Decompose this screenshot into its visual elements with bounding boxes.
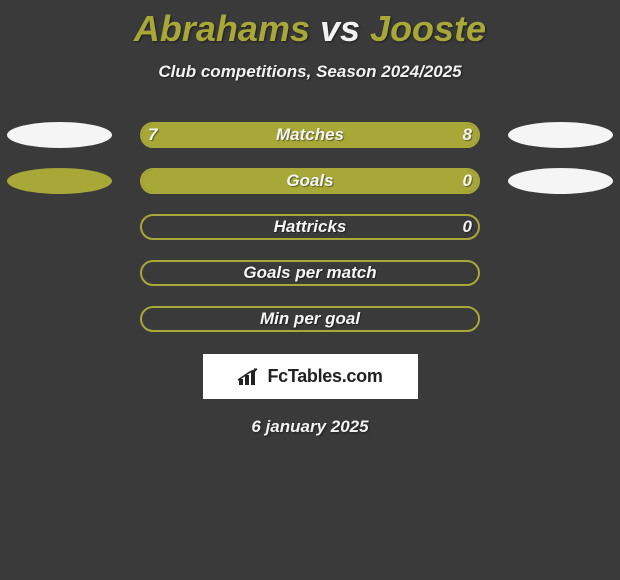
vs-label: vs — [320, 8, 360, 49]
date-label: 6 january 2025 — [0, 417, 620, 437]
player2-indicator — [508, 122, 613, 148]
player2-value: 0 — [463, 214, 472, 240]
logo-box: FcTables.com — [203, 354, 418, 399]
stat-bar — [140, 260, 480, 286]
bar-fill-right — [299, 124, 478, 146]
player2-indicator — [508, 168, 613, 194]
subtitle: Club competitions, Season 2024/2025 — [0, 62, 620, 82]
player1-indicator — [7, 122, 112, 148]
logo-text: FcTables.com — [267, 366, 382, 387]
stat-row: Goals0 — [0, 158, 620, 204]
bar-chart-icon — [237, 367, 263, 387]
player2-value: 0 — [463, 168, 472, 194]
stat-bar — [140, 214, 480, 240]
page-title: Abrahams vs Jooste — [0, 8, 620, 50]
bar-fill-left — [142, 124, 299, 146]
logo: FcTables.com — [237, 366, 382, 387]
stat-row: Goals per match — [0, 250, 620, 296]
bar-fill-left — [142, 170, 478, 192]
stat-row: Min per goal — [0, 296, 620, 342]
player2-value: 8 — [463, 122, 472, 148]
stat-bar — [140, 168, 480, 194]
stat-row: Matches78 — [0, 112, 620, 158]
stats-rows: Matches78Goals0Hattricks0Goals per match… — [0, 112, 620, 342]
stat-bar — [140, 122, 480, 148]
player1-name: Abrahams — [134, 8, 310, 49]
comparison-widget: Abrahams vs Jooste Club competitions, Se… — [0, 0, 620, 437]
stat-row: Hattricks0 — [0, 204, 620, 250]
player1-indicator — [7, 168, 112, 194]
stat-bar — [140, 306, 480, 332]
player1-value: 7 — [148, 122, 157, 148]
player2-name: Jooste — [370, 8, 486, 49]
